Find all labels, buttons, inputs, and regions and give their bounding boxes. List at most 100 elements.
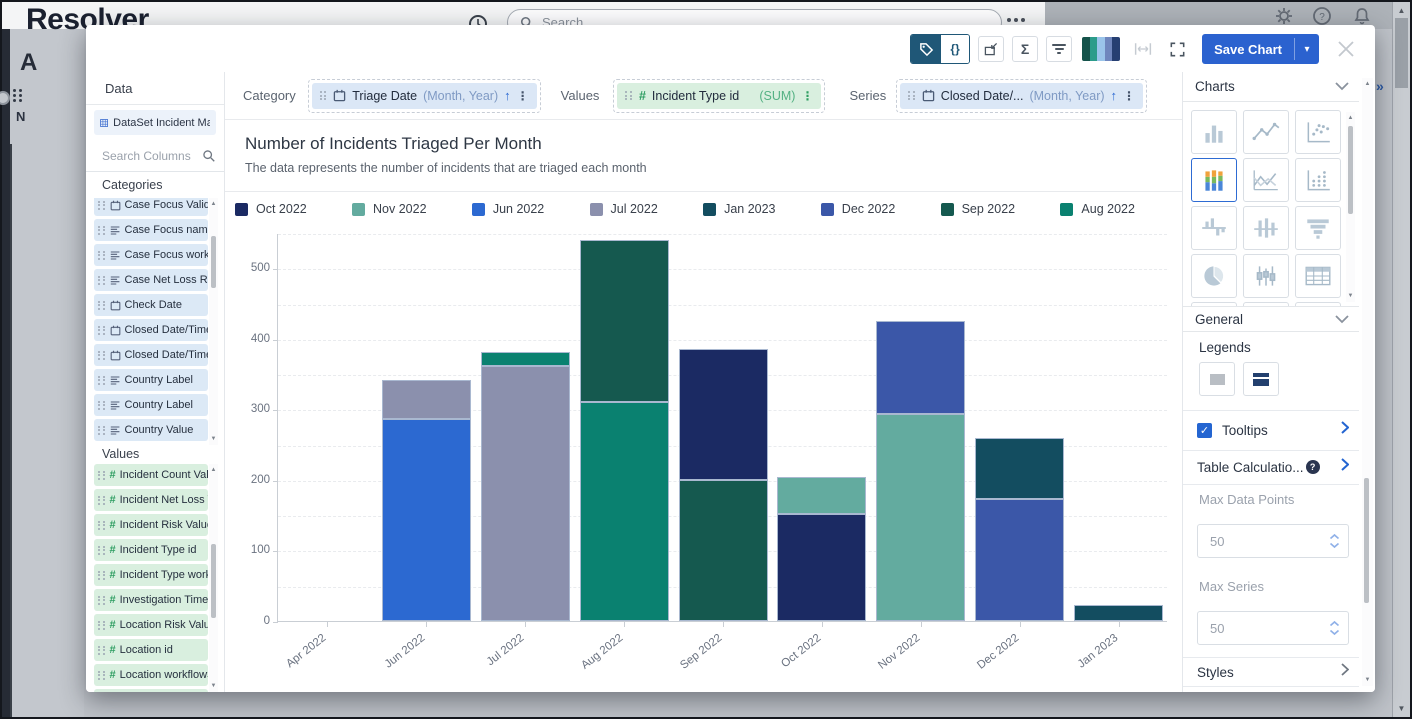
drag-handle-icon[interactable]: [98, 200, 106, 210]
caret-down-icon[interactable]: ▾: [1304, 43, 1310, 55]
chevron-down-icon[interactable]: [1335, 312, 1349, 327]
drag-handle-icon[interactable]: [98, 350, 106, 360]
drag-handle-icon[interactable]: [98, 250, 106, 260]
chart-type-tile-column-line-combo[interactable]: [1243, 206, 1289, 250]
legend-item[interactable]: Jun 2022: [471, 202, 544, 216]
chart-type-tile-area-chart[interactable]: [1243, 302, 1289, 306]
scrollbar-thumb[interactable]: [1395, 18, 1408, 88]
drag-handle-icon[interactable]: [98, 545, 106, 555]
window-scrollbar[interactable]: ▲ ▼: [1392, 2, 1410, 717]
value-pill-item[interactable]: #Incident Count Value: [94, 464, 208, 486]
category-pill-item[interactable]: Country Value: [94, 419, 208, 441]
question-badge-icon[interactable]: ?: [1305, 460, 1320, 474]
chart-type-tile-line-chart[interactable]: [1243, 110, 1289, 154]
chevron-right-icon[interactable]: [1341, 458, 1350, 476]
scrollbar-thumb[interactable]: [1364, 478, 1369, 603]
value-pill-item[interactable]: #Incident Type workflo...: [94, 564, 208, 586]
legend-off-button[interactable]: [1199, 362, 1235, 396]
drag-handle-icon[interactable]: [908, 91, 916, 100]
chevron-right-icon[interactable]: [1341, 421, 1350, 439]
chart-grid-scrollbar[interactable]: ▲ ▼: [1346, 112, 1355, 302]
drag-handle-icon[interactable]: [98, 620, 106, 630]
value-pill-item[interactable]: # Incident Risk Value: [94, 514, 208, 536]
scroll-up-icon[interactable]: ▲: [1397, 6, 1406, 15]
drag-handle-icon[interactable]: [98, 225, 106, 235]
charts-section-header[interactable]: Charts: [1183, 72, 1359, 102]
general-section-header[interactable]: General: [1183, 306, 1359, 332]
value-pill-item[interactable]: #Incident Net Loss Val...: [94, 489, 208, 511]
code-braces-toggle[interactable]: {}: [941, 35, 970, 63]
drag-handle-icon[interactable]: [98, 300, 106, 310]
chart-type-tile-pie-chart[interactable]: [1191, 254, 1237, 298]
legend-item[interactable]: Jan 2023: [703, 202, 776, 216]
scroll-up-icon[interactable]: ▲: [210, 201, 217, 207]
category-pill-item[interactable]: Case Net Loss Range: [94, 269, 208, 291]
scrollbar-thumb[interactable]: [211, 544, 216, 618]
categories-scrollbar[interactable]: ▲ ▼: [209, 198, 218, 445]
overflow-menu-icon[interactable]: [1007, 18, 1025, 22]
category-pill-item[interactable]: Country Label: [94, 394, 208, 416]
scroll-down-icon[interactable]: ▼: [1364, 677, 1371, 683]
kebab-menu-icon[interactable]: ⋮: [516, 88, 529, 103]
stepper-icon[interactable]: [1329, 533, 1340, 549]
series-drop-zone[interactable]: Closed Date/... (Month, Year) ↑ ⋮: [896, 78, 1148, 113]
category-pill-item[interactable]: Case Focus Valid From: [94, 198, 208, 216]
chart-type-tile-stacked-column-chart[interactable]: [1191, 158, 1237, 202]
search-columns-input[interactable]: Search Columns: [86, 140, 224, 172]
category-drop-zone[interactable]: Triage Date (Month, Year) ↑ ⋮: [307, 78, 541, 113]
settings-panel-scrollbar[interactable]: ▲ ▼: [1362, 78, 1373, 686]
chart-type-tile-multi-line-chart[interactable]: [1243, 158, 1289, 202]
gear-icon[interactable]: [1274, 6, 1294, 31]
drag-handle-icon[interactable]: [98, 375, 106, 385]
chevron-down-icon[interactable]: [1335, 79, 1349, 94]
sorting-row[interactable]: Sorting: [1183, 688, 1359, 692]
value-pill-item[interactable]: #Investigation Time (H...: [94, 589, 208, 611]
drag-handle-icon[interactable]: [98, 325, 106, 335]
panel-toggle-icon[interactable]: [0, 91, 10, 105]
legend-item[interactable]: Jul 2022: [589, 202, 658, 216]
expand-panel-chevron-icon[interactable]: »: [1376, 78, 1384, 94]
close-modal-button[interactable]: [1337, 40, 1355, 58]
scroll-down-icon[interactable]: ▼: [1347, 293, 1354, 299]
category-pill-item[interactable]: Closed Date/Time: [94, 319, 208, 341]
max-series-input[interactable]: 50: [1197, 611, 1349, 645]
category-field-pill[interactable]: Triage Date (Month, Year) ↑ ⋮: [311, 82, 537, 109]
sort-ascending-icon[interactable]: ↑: [1110, 88, 1118, 103]
chart-type-tile-positive-negative-column[interactable]: [1191, 206, 1237, 250]
scrollbar-thumb[interactable]: [211, 236, 216, 288]
legend-item[interactable]: Dec 2022: [820, 202, 895, 216]
drag-handle-icon[interactable]: [98, 645, 106, 655]
transpose-button[interactable]: [978, 36, 1005, 62]
values-scrollbar[interactable]: ▲ ▼: [209, 464, 218, 692]
drag-handle-icon[interactable]: [98, 275, 106, 285]
value-pill-item[interactable]: # Incident Type id: [94, 539, 208, 561]
chevron-right-icon[interactable]: [1341, 663, 1350, 681]
chart-type-tile-scatter-plot[interactable]: [1295, 110, 1341, 154]
legend-item[interactable]: Sep 2022: [940, 202, 1015, 216]
value-pill-item[interactable]: # Location id: [94, 639, 208, 661]
chart-type-tile-other-chart[interactable]: [1295, 302, 1341, 306]
series-field-pill[interactable]: Closed Date/... (Month, Year) ↑ ⋮: [900, 82, 1144, 109]
chart-type-tile-column-chart[interactable]: [1191, 110, 1237, 154]
category-pill-item[interactable]: Check Date: [94, 294, 208, 316]
scroll-up-icon[interactable]: ▲: [1347, 115, 1354, 121]
max-data-points-input[interactable]: 50: [1197, 524, 1349, 558]
drag-handle-icon[interactable]: [98, 520, 106, 530]
color-palette-button[interactable]: [1082, 37, 1121, 61]
dataset-item[interactable]: DataSet Incident Managem...: [94, 110, 216, 135]
drag-handle-icon[interactable]: [98, 595, 106, 605]
value-pill-item[interactable]: #Location workflowSta...: [94, 664, 208, 686]
tooltips-row[interactable]: ✓ Tooltips: [1183, 416, 1359, 444]
values-field-pill[interactable]: # Incident Type id (SUM) ⋮: [617, 82, 822, 109]
fullscreen-button[interactable]: [1164, 36, 1190, 62]
chart-type-tile-funnel-chart[interactable]: [1295, 206, 1341, 250]
category-pill-item[interactable]: Closed Date/Time: [94, 344, 208, 366]
chart-type-tile-table[interactable]: [1295, 254, 1341, 298]
filter-button[interactable]: [1046, 36, 1073, 62]
scroll-down-icon[interactable]: ▼: [210, 436, 217, 442]
category-pill-item[interactable]: Case Focus name: [94, 219, 208, 241]
legend-top-button[interactable]: [1243, 362, 1279, 396]
help-icon[interactable]: ?: [1312, 6, 1332, 31]
tooltips-checkbox[interactable]: ✓: [1197, 422, 1212, 438]
scrollbar-thumb[interactable]: [1348, 126, 1353, 214]
